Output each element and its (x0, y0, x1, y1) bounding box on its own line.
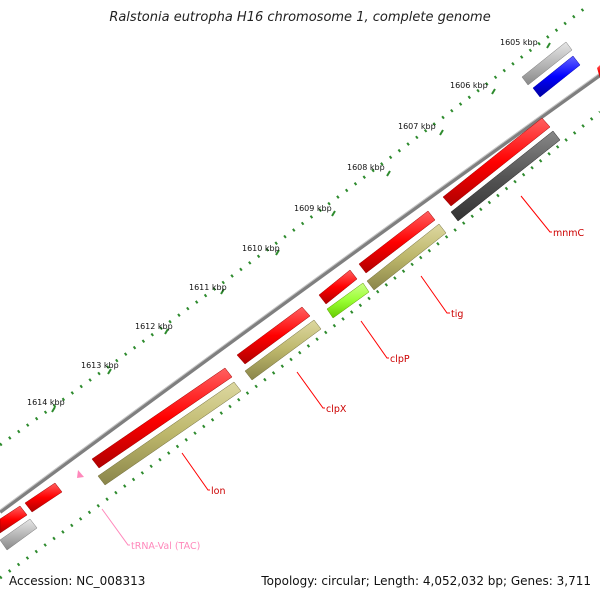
genome-summary-text: Topology: circular; Length: 4,052,032 bp… (261, 574, 591, 588)
scale-label-1607: 1607 kbp (398, 122, 436, 131)
mnmC-leader (520, 195, 552, 233)
gene-block-left-red-2[interactable] (0, 505, 28, 534)
outer-tick-arc (0, 6, 586, 447)
trna-leader (101, 508, 130, 546)
gene-label-trna-val: tRNA-Val (TAC) (131, 541, 200, 552)
gene-block-clpX-olive[interactable] (244, 319, 322, 381)
scale-label-1610: 1610 kbp (242, 244, 280, 253)
gene-block-lon-red[interactable] (91, 367, 233, 469)
gene-label-clpX: clpX (326, 404, 347, 415)
gene-label-tig: tig (451, 309, 463, 320)
scale-label-1613: 1613 kbp (81, 361, 119, 370)
major-ticks (51, 42, 551, 413)
gene-label-leaders (101, 195, 552, 546)
gene-label-lon: lon (211, 486, 225, 497)
accession-text: Accession: NC_008313 (9, 574, 146, 588)
gene-block-clpP-red[interactable] (318, 269, 358, 305)
reverse-strand-genes (0, 55, 581, 551)
scale-label-1611: 1611 kbp (189, 283, 227, 292)
gene-block-left-red-1[interactable] (24, 482, 63, 513)
gene-block-lon-olive[interactable] (97, 381, 242, 486)
scale-label-1608: 1608 kbp (347, 163, 385, 172)
gene-block-edge-red[interactable] (597, 65, 600, 78)
gene-block-mnmC-dark[interactable] (450, 130, 561, 222)
gene-block-clpX-red[interactable] (236, 306, 311, 365)
scale-label-1605: 1605 kbp (500, 38, 538, 47)
gene-block-mnmC-red[interactable] (442, 117, 551, 207)
gene-label-mnmC: mnmC (553, 228, 585, 239)
inner-tick-arc (0, 110, 600, 580)
forward-strand-genes (0, 41, 600, 534)
tig-leader (420, 275, 450, 314)
gene-block-tig-olive[interactable] (366, 223, 447, 291)
map-title: Ralstonia eutropha H16 chromosome 1, com… (109, 10, 491, 25)
scale-label-1609: 1609 kbp (294, 204, 332, 213)
gene-block-tig-red[interactable] (358, 210, 436, 274)
clpP-leader (360, 320, 389, 359)
scale-label-1606: 1606 kbp (450, 81, 488, 90)
scale-label-1612: 1612 kbp (135, 322, 173, 331)
clpX-leader (296, 371, 325, 409)
scale-labels: 1605 kbp 1606 kbp 1607 kbp 1608 kbp 1609… (27, 38, 538, 407)
gene-block-left-gray[interactable] (0, 518, 38, 551)
gene-block-blue[interactable] (532, 55, 581, 98)
gene-block-gray-top[interactable] (521, 41, 573, 86)
gene-block-clpP-lime[interactable] (326, 282, 370, 319)
scale-label-1614: 1614 kbp (27, 398, 65, 407)
gene-labels: mnmC tig clpP clpX lon tRNA-Val (TAC) (131, 228, 585, 552)
trna-val-feature[interactable] (77, 470, 84, 478)
genome-backbone (0, 73, 600, 514)
gene-label-clpP: clpP (390, 354, 410, 365)
genome-backbone-highlight (0, 72, 600, 511)
lon-leader (181, 452, 210, 491)
